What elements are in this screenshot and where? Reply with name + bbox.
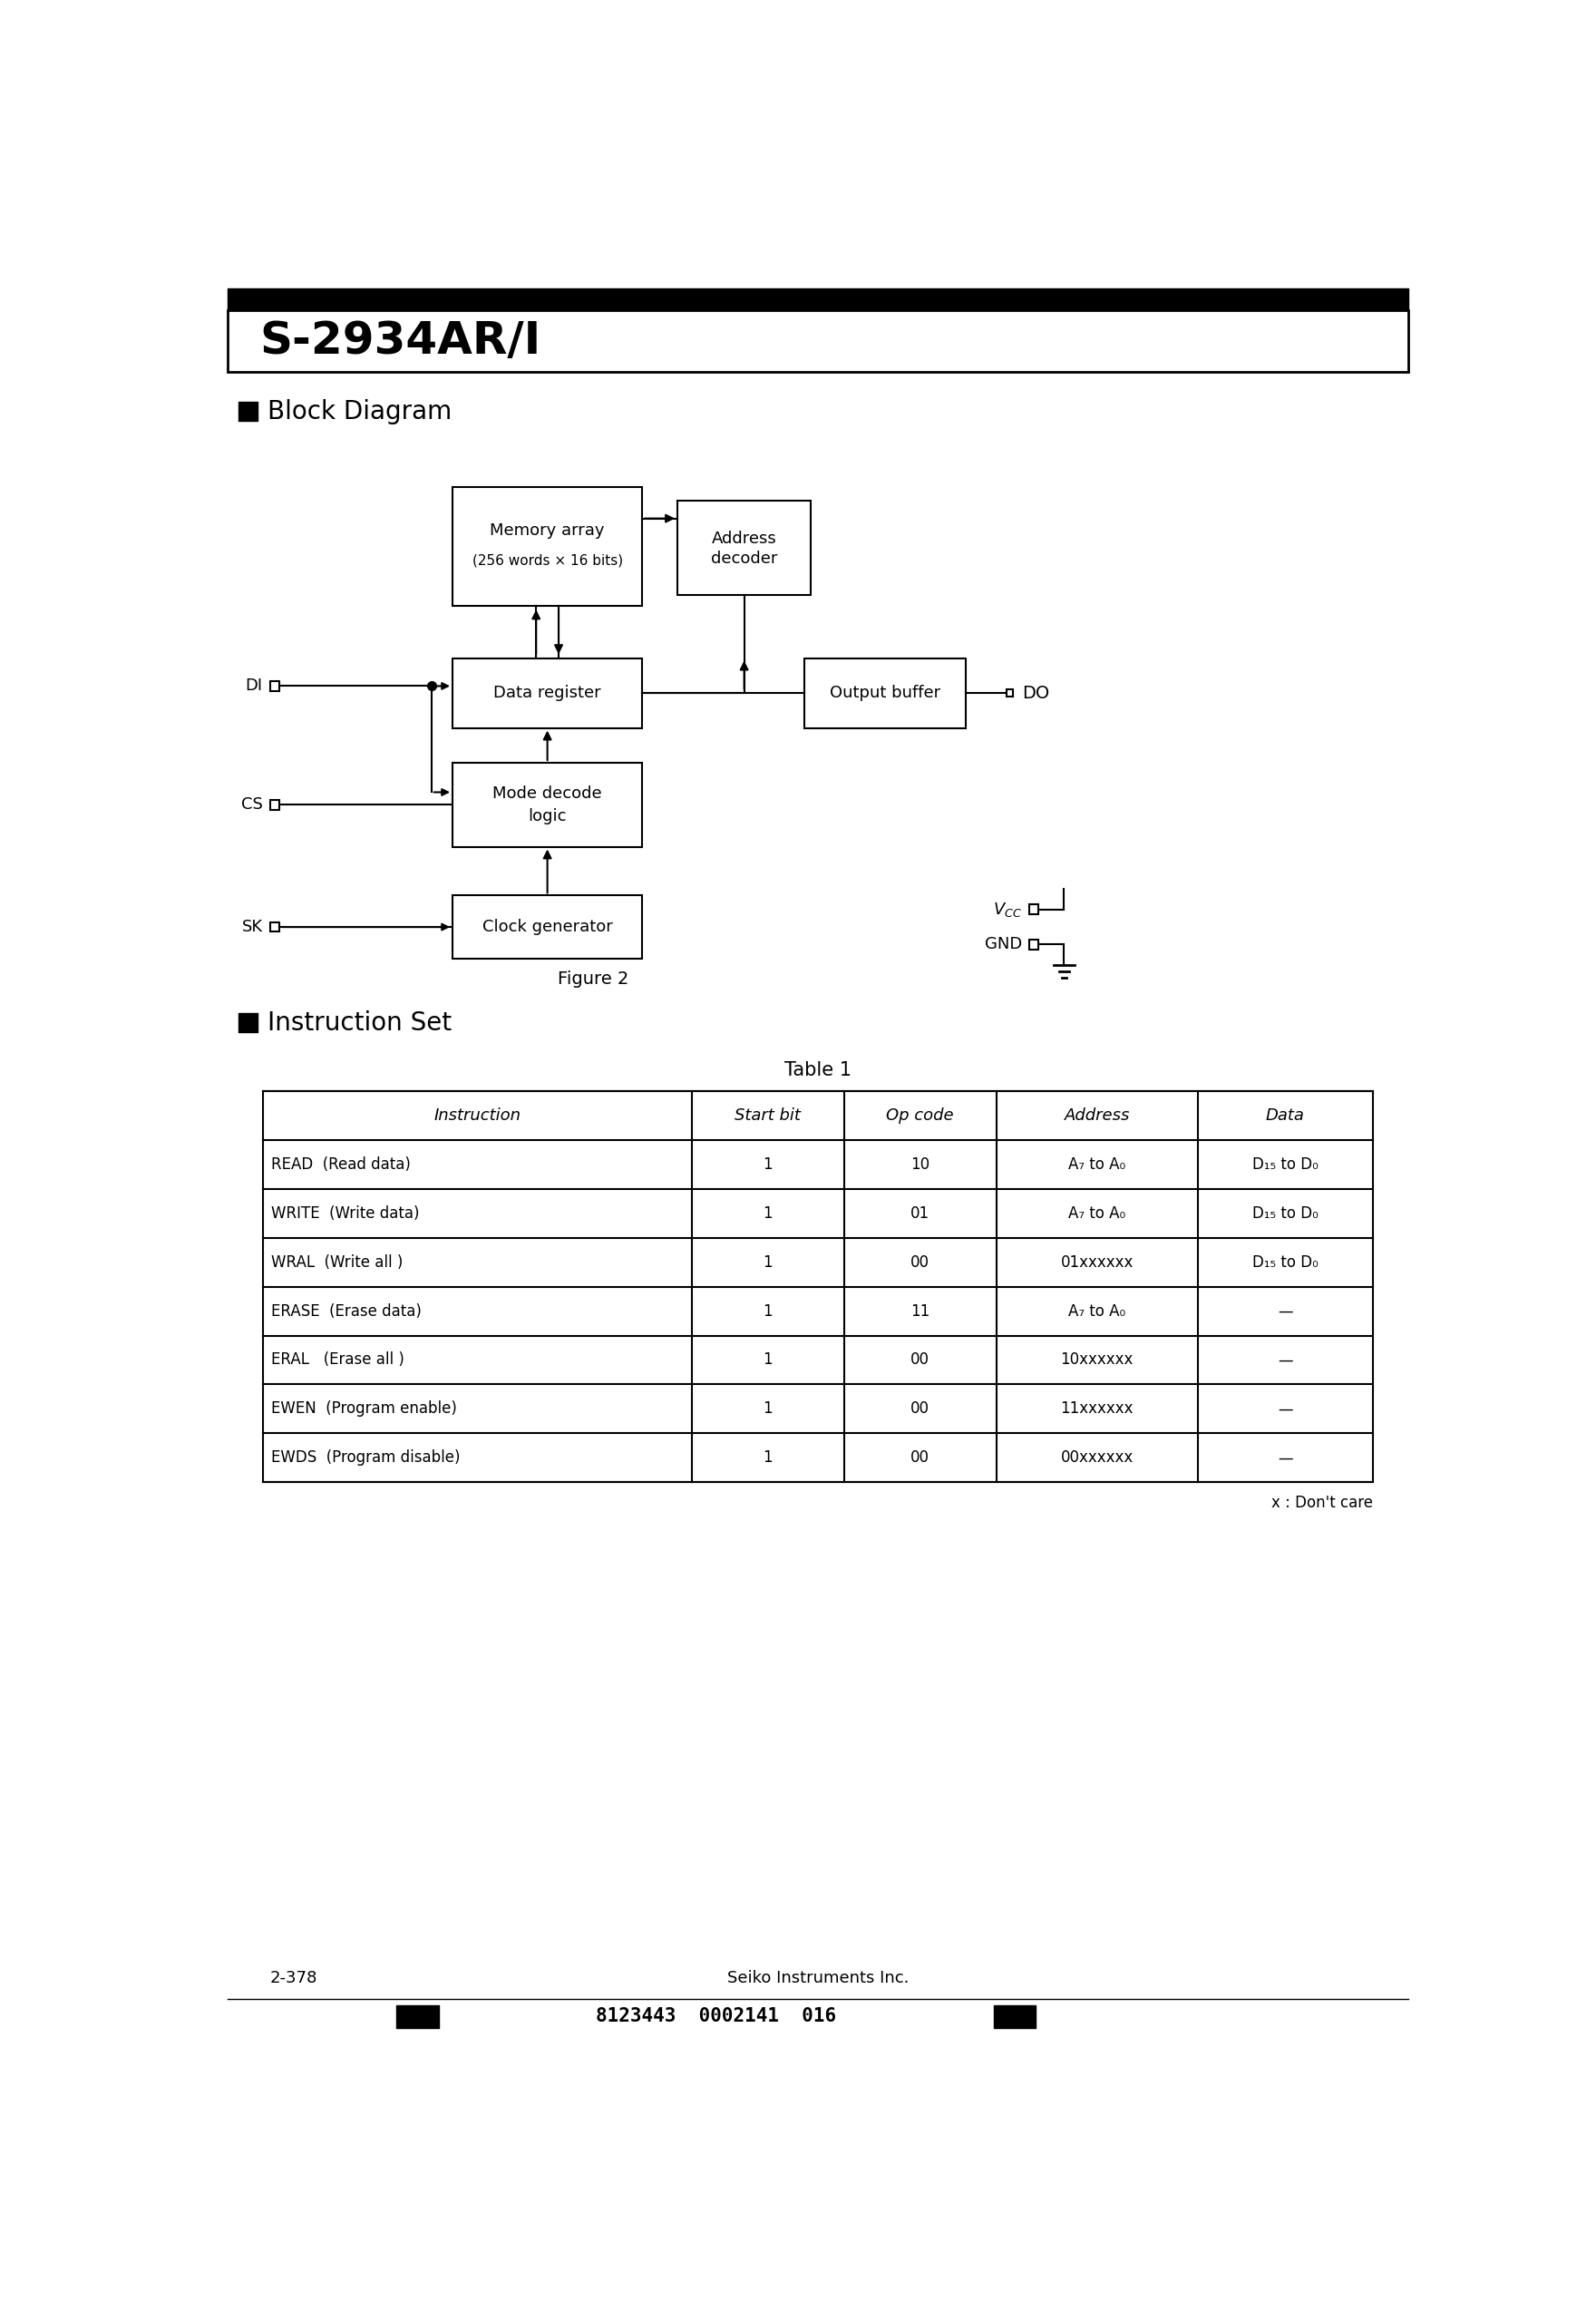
Text: 1: 1 bbox=[763, 1157, 772, 1174]
Text: 1: 1 bbox=[763, 1450, 772, 1466]
Bar bbox=[228, 311, 1408, 373]
Text: 10: 10 bbox=[910, 1157, 929, 1174]
Text: Seiko Instruments Inc.: Seiko Instruments Inc. bbox=[728, 1970, 908, 1986]
Bar bbox=[1007, 690, 1013, 697]
Bar bbox=[677, 502, 811, 596]
Bar bbox=[1029, 939, 1039, 950]
Bar bbox=[804, 658, 966, 727]
Text: Memory array: Memory array bbox=[490, 522, 605, 538]
Text: 1: 1 bbox=[763, 1206, 772, 1222]
Bar bbox=[453, 488, 642, 605]
Text: 00: 00 bbox=[910, 1351, 929, 1369]
Text: Address: Address bbox=[712, 532, 777, 548]
Text: WRITE  (Write data): WRITE (Write data) bbox=[271, 1206, 420, 1222]
Text: 10xxxxxx: 10xxxxxx bbox=[1060, 1351, 1133, 1369]
Text: 11: 11 bbox=[910, 1302, 929, 1318]
Text: Instruction Set: Instruction Set bbox=[268, 1010, 452, 1035]
Bar bbox=[263, 1091, 1373, 1482]
Text: ERAL   (Erase all ): ERAL (Erase all ) bbox=[271, 1351, 404, 1369]
Text: 00: 00 bbox=[910, 1254, 929, 1270]
Text: 1: 1 bbox=[763, 1254, 772, 1270]
Bar bbox=[270, 923, 279, 932]
Text: 8123443  0002141  016: 8123443 0002141 016 bbox=[595, 2006, 836, 2025]
Text: DO: DO bbox=[1021, 683, 1049, 702]
Text: DI: DI bbox=[246, 679, 263, 695]
Text: decoder: decoder bbox=[710, 550, 777, 566]
Text: READ  (Read data): READ (Read data) bbox=[271, 1157, 410, 1174]
Text: EWEN  (Program enable): EWEN (Program enable) bbox=[271, 1401, 456, 1417]
Bar bbox=[453, 764, 642, 847]
Text: A₇ to A₀: A₇ to A₀ bbox=[1068, 1302, 1125, 1318]
Text: ERASE  (Erase data): ERASE (Erase data) bbox=[271, 1302, 421, 1318]
Text: x : Don't care: x : Don't care bbox=[1272, 1496, 1373, 1512]
Text: —: — bbox=[1278, 1302, 1293, 1318]
Text: 1: 1 bbox=[763, 1302, 772, 1318]
Text: Op code: Op code bbox=[886, 1107, 954, 1123]
Text: A₇ to A₀: A₇ to A₀ bbox=[1068, 1206, 1125, 1222]
Text: 00: 00 bbox=[910, 1450, 929, 1466]
Bar bbox=[453, 895, 642, 960]
Text: Data register: Data register bbox=[493, 686, 602, 702]
Bar bbox=[1029, 904, 1039, 913]
Text: Block Diagram: Block Diagram bbox=[268, 398, 452, 423]
Text: D₁₅ to D₀: D₁₅ to D₀ bbox=[1253, 1157, 1318, 1174]
Text: GND: GND bbox=[985, 937, 1021, 953]
Text: Address: Address bbox=[1065, 1107, 1130, 1123]
Text: 1: 1 bbox=[763, 1401, 772, 1417]
Text: WRAL  (Write all ): WRAL (Write all ) bbox=[271, 1254, 404, 1270]
Text: Instruction: Instruction bbox=[434, 1107, 520, 1123]
Text: Output buffer: Output buffer bbox=[830, 686, 940, 702]
Bar bbox=[270, 681, 279, 690]
Text: 00: 00 bbox=[910, 1401, 929, 1417]
Text: —: — bbox=[1278, 1351, 1293, 1369]
Text: —: — bbox=[1278, 1401, 1293, 1417]
Text: 1: 1 bbox=[763, 1351, 772, 1369]
Text: Mode decode: Mode decode bbox=[493, 785, 602, 801]
Text: SK: SK bbox=[241, 918, 263, 934]
Text: D₁₅ to D₀: D₁₅ to D₀ bbox=[1253, 1254, 1318, 1270]
Text: Data: Data bbox=[1266, 1107, 1306, 1123]
Text: logic: logic bbox=[528, 808, 567, 824]
Text: 00xxxxxx: 00xxxxxx bbox=[1061, 1450, 1133, 1466]
Text: Start bit: Start bit bbox=[734, 1107, 800, 1123]
Text: 01: 01 bbox=[910, 1206, 929, 1222]
Text: A₇ to A₀: A₇ to A₀ bbox=[1068, 1157, 1125, 1174]
Bar bbox=[270, 801, 279, 810]
Text: D₁₅ to D₀: D₁₅ to D₀ bbox=[1253, 1206, 1318, 1222]
Text: EWDS  (Program disable): EWDS (Program disable) bbox=[271, 1450, 460, 1466]
Text: Figure 2: Figure 2 bbox=[557, 971, 629, 987]
Text: CS: CS bbox=[241, 796, 263, 812]
Text: $V_{CC}$: $V_{CC}$ bbox=[993, 900, 1021, 918]
Bar bbox=[453, 658, 642, 727]
Text: —: — bbox=[1278, 1450, 1293, 1466]
Text: Clock generator: Clock generator bbox=[482, 918, 613, 934]
Text: 2-378: 2-378 bbox=[270, 1970, 318, 1986]
Text: Table 1: Table 1 bbox=[784, 1061, 852, 1079]
Text: 01xxxxxx: 01xxxxxx bbox=[1060, 1254, 1133, 1270]
Text: (256 words × 16 bits): (256 words × 16 bits) bbox=[472, 555, 622, 566]
Text: 11xxxxxx: 11xxxxxx bbox=[1060, 1401, 1133, 1417]
Text: S-2934AR/I: S-2934AR/I bbox=[259, 320, 541, 364]
